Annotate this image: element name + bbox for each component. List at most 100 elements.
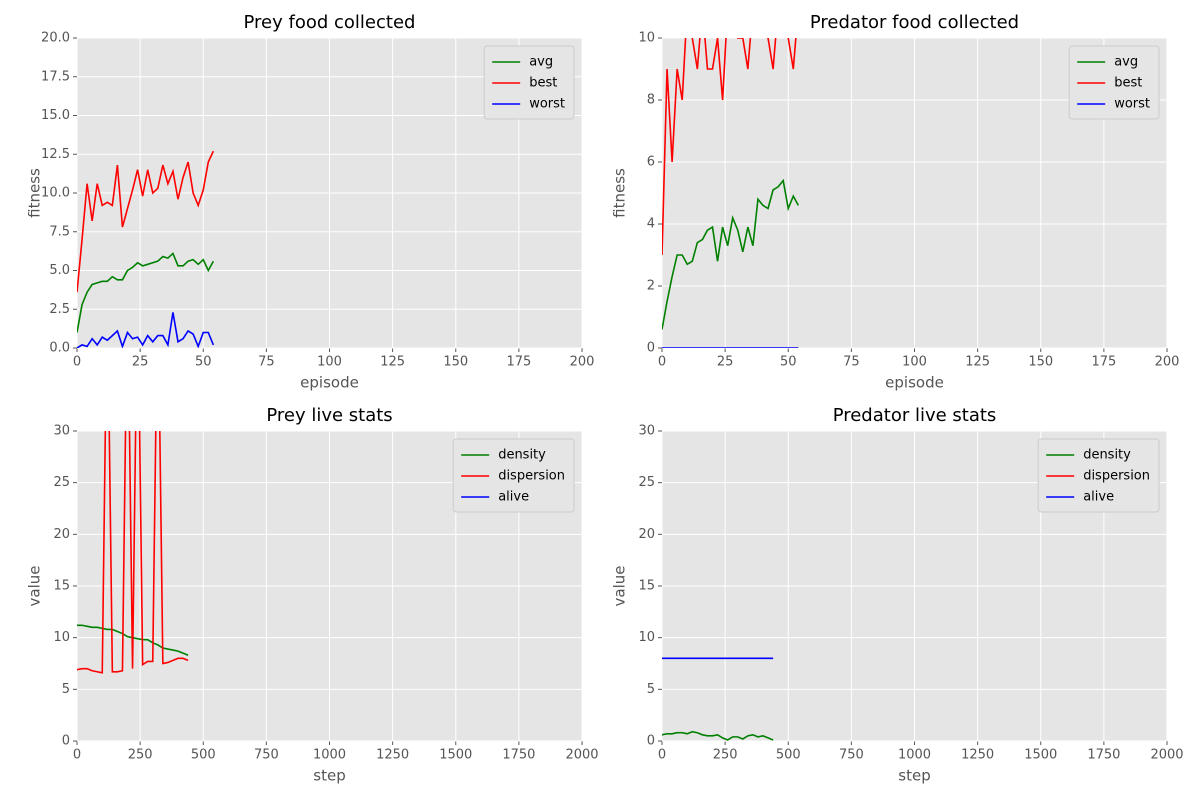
series-line bbox=[662, 178, 800, 330]
y-tick-label: 15 bbox=[53, 579, 70, 594]
x-tick-label: 250 bbox=[128, 748, 153, 763]
legend-box bbox=[1037, 438, 1160, 513]
y-tick-label: 0 bbox=[647, 734, 655, 749]
legend: density dispersion alive bbox=[1037, 438, 1160, 513]
x-tick-label: 1500 bbox=[1024, 748, 1057, 763]
x-tick-label: 125 bbox=[965, 355, 990, 370]
chart-title: Prey food collected bbox=[244, 12, 416, 33]
legend-box bbox=[1068, 45, 1160, 120]
y-tick-label: 20 bbox=[53, 527, 70, 542]
x-tick-label: 0 bbox=[658, 355, 666, 370]
x-tick-label: 500 bbox=[191, 748, 216, 763]
x-tick-label: 150 bbox=[443, 355, 468, 370]
legend-label: avg bbox=[529, 55, 553, 70]
subplot: 0 25 50 75 100 125 150 175 200 0 2 4 6 8 10 Predator fo… bbox=[611, 12, 1180, 392]
y-tick-label: 25 bbox=[638, 475, 655, 490]
y-tick-label: 30 bbox=[638, 424, 655, 439]
x-tick-label: 1750 bbox=[502, 748, 535, 763]
series-line bbox=[662, 730, 774, 741]
x-tick-label: 100 bbox=[902, 355, 927, 370]
x-tick-label: 750 bbox=[839, 748, 864, 763]
y-tick-label: 20.0 bbox=[41, 31, 70, 46]
y-tick-label: 0 bbox=[647, 341, 655, 356]
y-tick-label: 0 bbox=[62, 734, 70, 749]
chart-title: Prey live stats bbox=[266, 405, 392, 426]
legend-label: avg bbox=[1114, 55, 1138, 70]
series-line bbox=[77, 252, 215, 333]
y-tick-label: 10 bbox=[53, 630, 70, 645]
x-tick-label: 750 bbox=[254, 748, 279, 763]
x-tick-label: 25 bbox=[132, 355, 149, 370]
y-tick-label: 30 bbox=[53, 424, 70, 439]
legend-label: density bbox=[498, 448, 546, 463]
y-tick-label: 8 bbox=[647, 93, 655, 108]
x-axis-label: episode bbox=[885, 374, 944, 392]
series-line bbox=[662, 38, 797, 256]
y-tick-label: 2.5 bbox=[49, 302, 70, 317]
legend: avg best worst bbox=[1068, 45, 1160, 120]
subplot: 0 25 50 75 100 125 150 175 200 0.0 2.5 5.0 7.5 10.0 12… bbox=[26, 12, 595, 392]
x-tick-label: 150 bbox=[1028, 355, 1053, 370]
series-line bbox=[77, 312, 215, 348]
y-tick-label: 15.0 bbox=[41, 108, 70, 123]
legend: avg best worst bbox=[483, 45, 575, 120]
x-tick-label: 75 bbox=[258, 355, 275, 370]
series-line bbox=[77, 431, 189, 674]
x-tick-label: 175 bbox=[1091, 355, 1116, 370]
y-axis-label: value bbox=[611, 566, 629, 607]
x-tick-label: 25 bbox=[717, 355, 734, 370]
y-axis-label: value bbox=[26, 566, 44, 607]
y-tick-label: 17.5 bbox=[41, 69, 70, 84]
y-tick-label: 5 bbox=[647, 682, 655, 697]
legend: density dispersion alive bbox=[452, 438, 575, 513]
x-tick-label: 0 bbox=[73, 355, 81, 370]
x-tick-label: 1000 bbox=[313, 748, 346, 763]
x-tick-label: 500 bbox=[776, 748, 801, 763]
chart-title: Predator live stats bbox=[833, 405, 997, 426]
series-line bbox=[77, 150, 215, 293]
legend-label: best bbox=[1114, 76, 1142, 91]
x-tick-label: 1750 bbox=[1087, 748, 1120, 763]
legend-box bbox=[483, 45, 575, 120]
y-tick-label: 4 bbox=[647, 217, 655, 232]
x-tick-label: 2000 bbox=[565, 748, 598, 763]
legend-box bbox=[452, 438, 575, 513]
x-tick-label: 250 bbox=[713, 748, 738, 763]
y-tick-label: 20 bbox=[638, 527, 655, 542]
y-tick-label: 10 bbox=[638, 630, 655, 645]
x-tick-label: 1250 bbox=[961, 748, 994, 763]
x-tick-label: 200 bbox=[1155, 355, 1180, 370]
legend-label: worst bbox=[1114, 97, 1150, 112]
y-tick-label: 12.5 bbox=[41, 147, 70, 162]
x-tick-label: 1500 bbox=[439, 748, 472, 763]
x-axis-label: episode bbox=[300, 374, 359, 392]
x-tick-label: 75 bbox=[843, 355, 860, 370]
subplot: 0 250 500 750 1000 1250 1500 1750 2000 0 5 10 15 20 25… bbox=[611, 405, 1184, 785]
legend-label: worst bbox=[529, 97, 565, 112]
y-tick-label: 0.0 bbox=[49, 341, 70, 356]
y-axis-label: fitness bbox=[26, 168, 44, 218]
subplot: 0 250 500 750 1000 1250 1500 1750 2000 0 5 10 15 20 25… bbox=[26, 405, 599, 785]
y-tick-label: 15 bbox=[638, 579, 655, 594]
chart-title: Predator food collected bbox=[810, 12, 1019, 33]
y-tick-label: 7.5 bbox=[49, 224, 70, 239]
legend-label: alive bbox=[1083, 490, 1114, 505]
x-tick-label: 1000 bbox=[898, 748, 931, 763]
legend-label: alive bbox=[498, 490, 529, 505]
x-tick-label: 175 bbox=[506, 355, 531, 370]
legend-label: best bbox=[529, 76, 557, 91]
y-tick-label: 5.0 bbox=[49, 263, 70, 278]
x-tick-label: 2000 bbox=[1150, 748, 1183, 763]
y-tick-label: 6 bbox=[647, 155, 655, 170]
y-tick-label: 10 bbox=[638, 31, 655, 46]
x-tick-label: 125 bbox=[380, 355, 405, 370]
x-axis-label: step bbox=[898, 767, 930, 785]
x-tick-label: 100 bbox=[317, 355, 342, 370]
x-tick-label: 50 bbox=[780, 355, 797, 370]
y-tick-label: 10.0 bbox=[41, 186, 70, 201]
y-tick-label: 25 bbox=[53, 475, 70, 490]
x-axis-label: step bbox=[313, 767, 345, 785]
x-tick-label: 0 bbox=[73, 748, 81, 763]
x-tick-label: 1250 bbox=[376, 748, 409, 763]
